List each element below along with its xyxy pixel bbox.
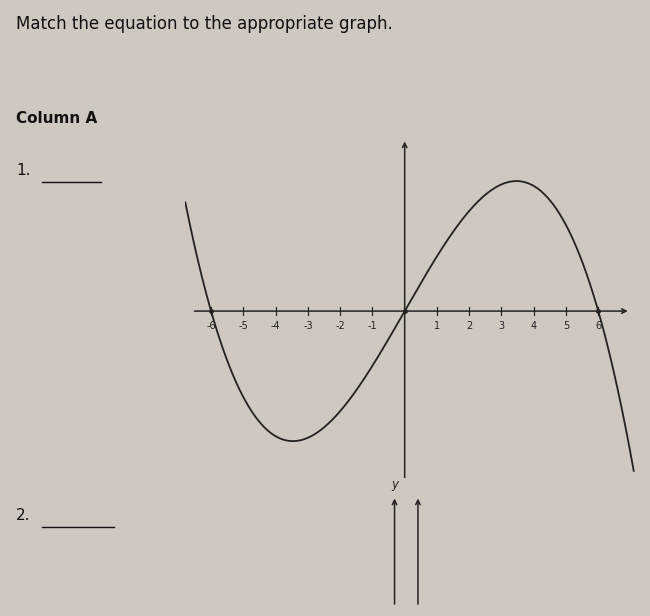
Text: 1.: 1. — [16, 163, 31, 178]
Text: -2: -2 — [335, 322, 345, 331]
Text: -4: -4 — [271, 322, 280, 331]
Text: 3: 3 — [499, 322, 504, 331]
Text: -3: -3 — [303, 322, 313, 331]
Text: Match the equation to the appropriate graph.: Match the equation to the appropriate gr… — [16, 15, 393, 33]
Text: 5: 5 — [563, 322, 569, 331]
Text: 1: 1 — [434, 322, 440, 331]
Text: -5: -5 — [239, 322, 248, 331]
Text: -6: -6 — [206, 322, 216, 331]
Text: 2.: 2. — [16, 508, 31, 523]
Text: y: y — [391, 478, 398, 491]
Text: 2: 2 — [466, 322, 473, 331]
Text: -1: -1 — [368, 322, 377, 331]
Text: Column A: Column A — [16, 111, 98, 126]
Text: 4: 4 — [530, 322, 537, 331]
Text: 6: 6 — [595, 322, 601, 331]
